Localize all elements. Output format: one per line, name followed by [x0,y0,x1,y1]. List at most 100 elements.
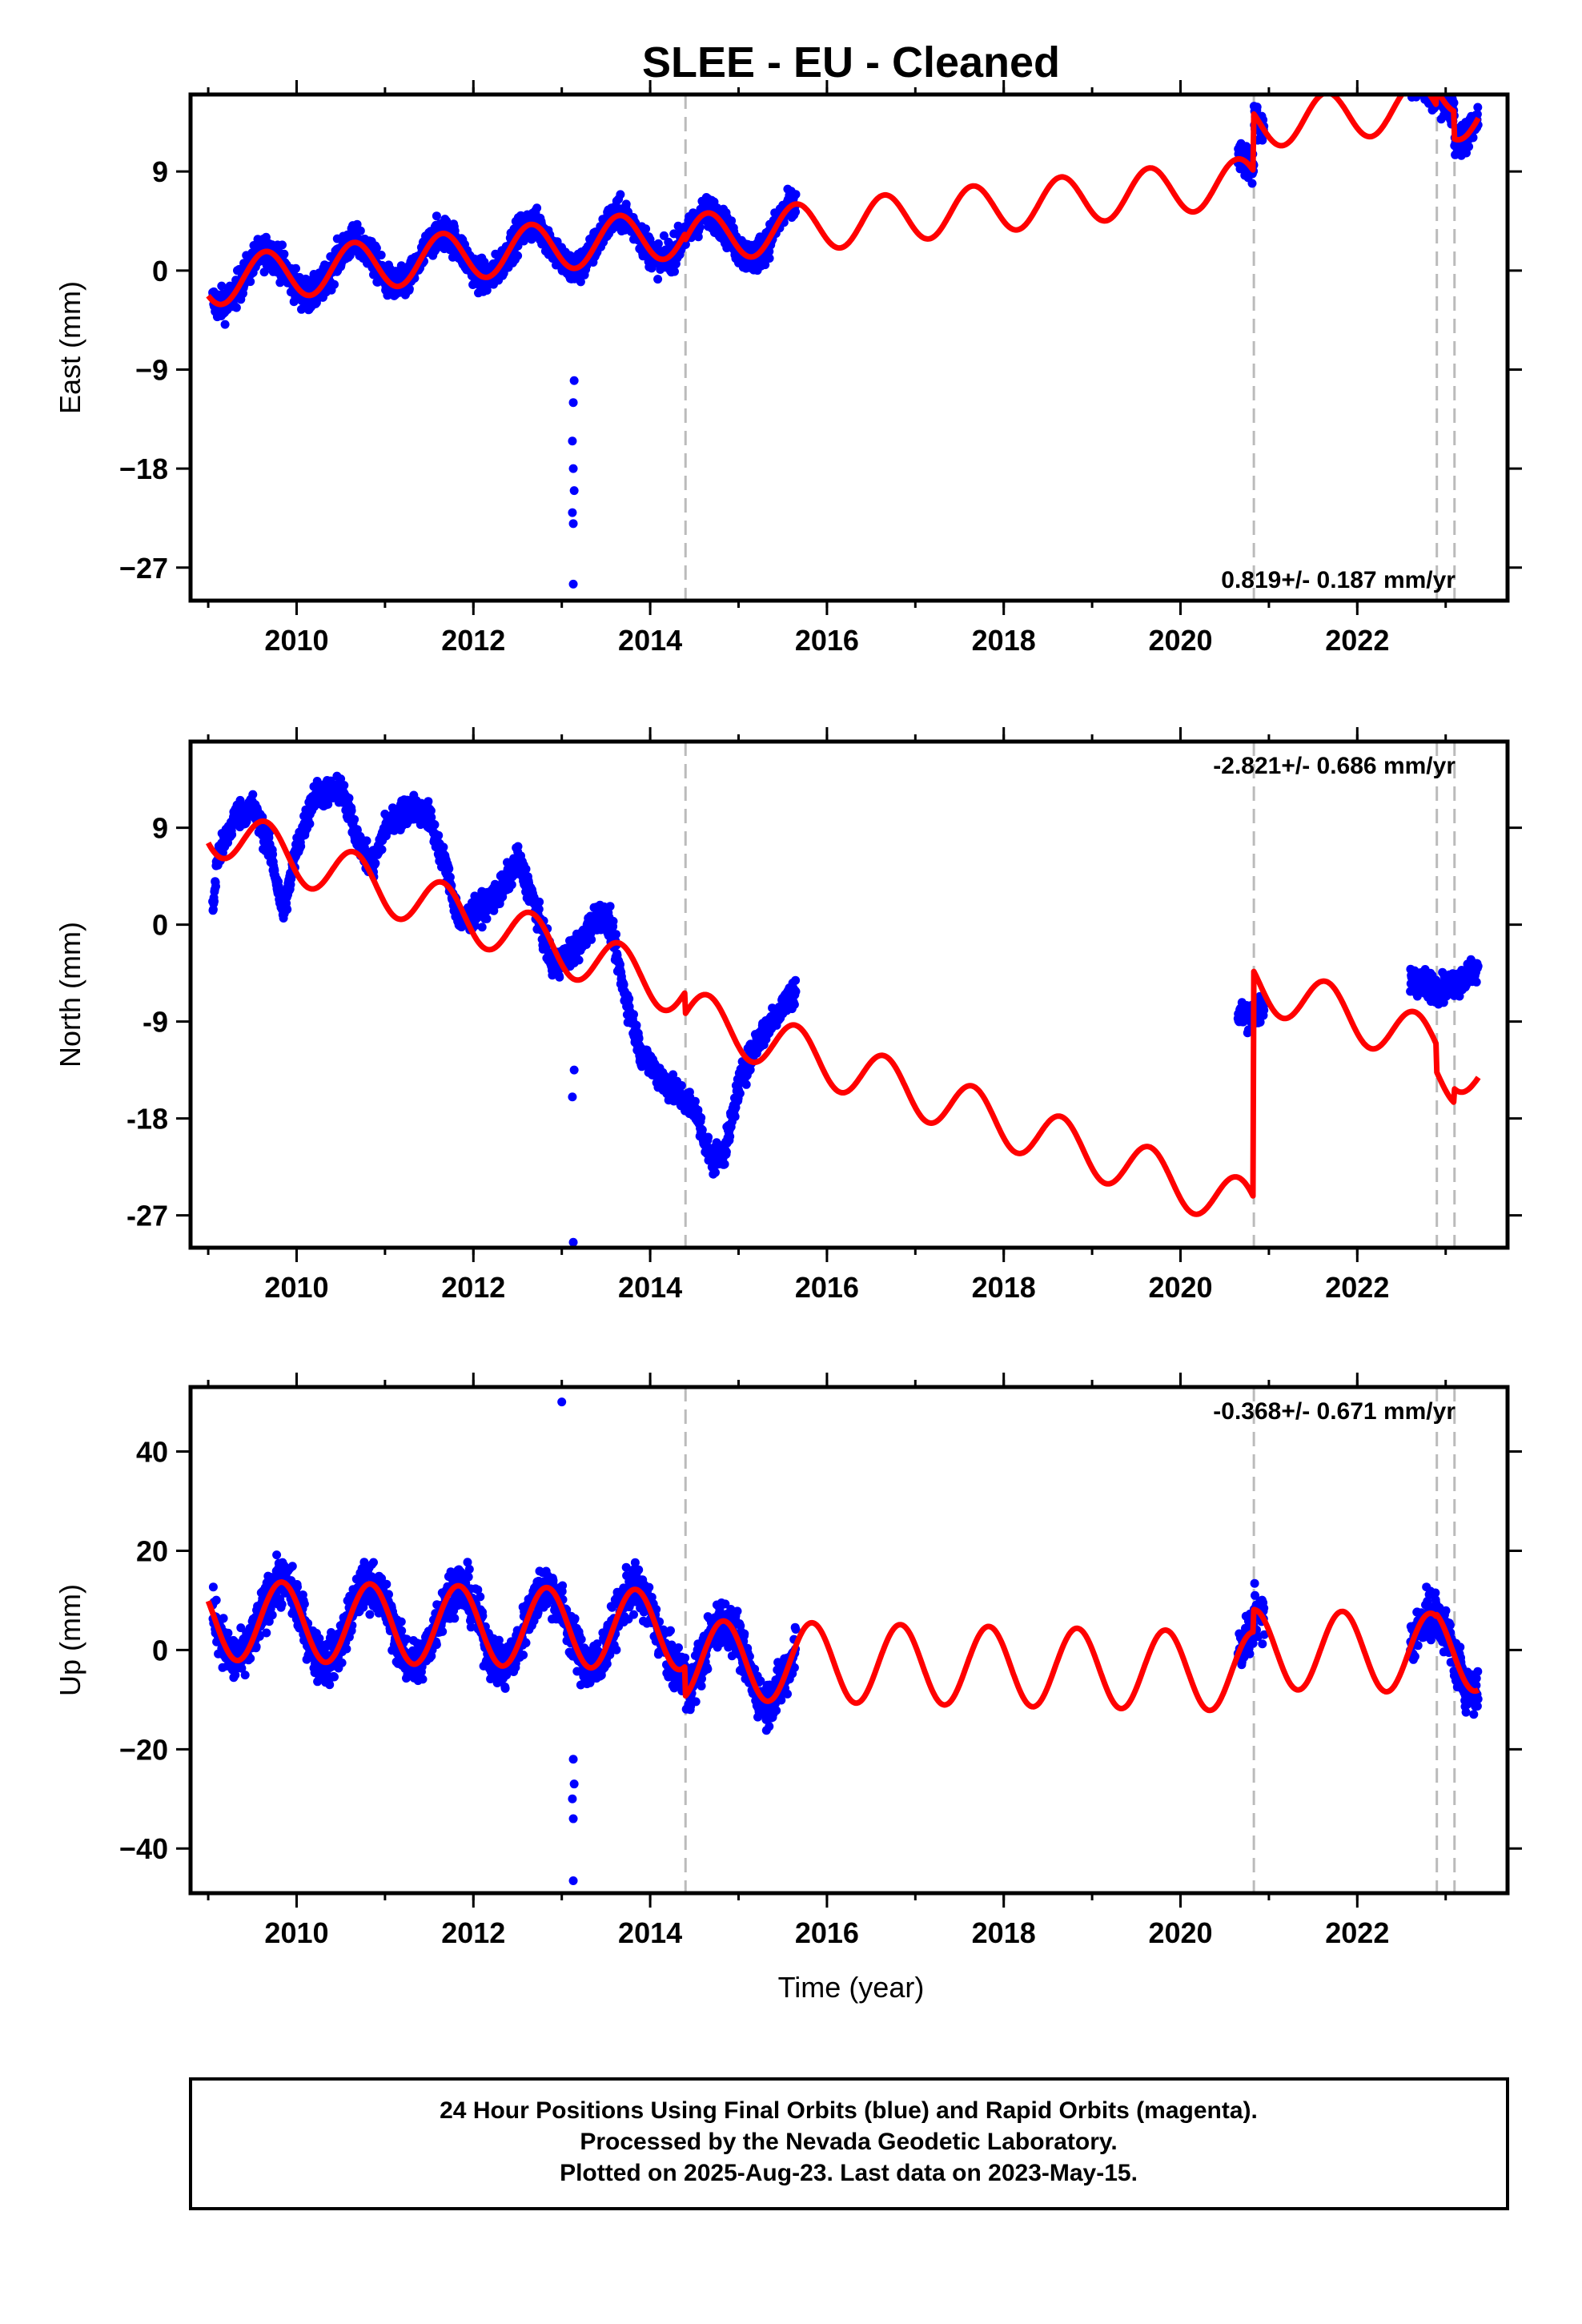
data-point [697,1125,707,1135]
data-point [1415,77,1423,86]
north-panel: 2010 2012 2014 2016 2018 2020 2022-27-18-909No… [54,727,1522,1304]
data-point [262,1628,271,1638]
data-point [1415,72,1423,81]
data-point [791,190,801,199]
outlier-point [568,398,578,408]
data-point [248,790,258,799]
data-point [1415,62,1424,71]
data-point [231,1671,240,1680]
data-point [424,797,433,806]
data-point [1418,78,1427,86]
data-point [1417,82,1426,91]
data-point [1420,74,1429,82]
data-point [690,1096,700,1106]
data-point [725,1132,735,1141]
outlier-point [569,1065,579,1075]
data-point [439,842,448,852]
data-point [616,959,624,969]
data-point [1247,179,1257,188]
y-tick-label: -27 [126,1200,168,1232]
data-point [653,275,663,284]
velocity-rate-label: 0.819+/- 0.187 mm/yr [1221,567,1456,593]
data-point [1415,78,1423,86]
data-point [430,820,440,830]
data-point [323,799,333,809]
data-point [1413,74,1422,82]
data-point [315,1634,324,1643]
data-point [489,906,499,915]
plot-frame [188,739,1510,1250]
data-point [219,1614,228,1623]
data-point [404,284,414,294]
data-point [287,1562,297,1571]
data-point [535,897,544,907]
data-point [477,923,487,932]
data-point [445,872,455,882]
x-tick-label: 2010 [264,1271,328,1304]
data-point [1410,82,1419,90]
data-point [731,1103,741,1112]
data-point [1407,83,1415,92]
model-curve [206,94,1481,308]
east-panel: 2010 2012 2014 2016 2018 2020 2022−27−18−909Ea… [54,62,1522,657]
data-point [608,916,618,926]
data-point [210,897,219,906]
data-point [1419,81,1428,90]
data-point [1435,76,1444,85]
data-point [1243,1025,1253,1035]
data-point [1412,70,1421,79]
data-point [211,1595,221,1605]
data-point [1411,82,1419,90]
y-tick-label: -18 [126,1103,168,1136]
data-point [741,1080,751,1089]
x-tick-label: 2016 [795,1271,859,1304]
data-point [268,850,278,859]
data-point [1414,76,1423,85]
data-point [1428,82,1437,91]
x-tick-label: 2016 [795,624,859,657]
data-point [1407,73,1416,82]
x-tick-label: 2020 [1148,624,1212,657]
data-point [432,211,441,221]
data-point [1412,83,1421,92]
data-point [513,842,523,851]
data-point [1414,70,1423,78]
data-point [1417,83,1426,92]
data-point [1434,78,1443,87]
data-point [339,781,349,790]
data-point [371,858,380,868]
data-point [1468,133,1478,143]
data-point [727,216,737,226]
data-point [576,277,585,287]
x-tick-label: 2012 [441,1271,505,1304]
data-point [647,263,656,273]
data-point [632,1020,641,1030]
data-point [574,955,584,965]
outlier-point [568,579,578,589]
data-point [765,254,774,263]
data-point [659,231,669,240]
data-point [444,864,454,874]
data-point [355,226,365,235]
data-points [208,771,1483,1247]
x-tick-label: 2022 [1325,1271,1389,1304]
x-tick-label: 2018 [972,1271,1036,1304]
data-point [1410,82,1419,91]
data-point [1252,103,1262,112]
data-point [246,277,255,287]
data-point [521,864,531,874]
data-point [277,1599,287,1609]
data-point [240,1671,250,1680]
data-point [730,1112,740,1121]
data-point [1426,85,1435,94]
data-point [1426,85,1435,94]
velocity-rate-label: -2.821+/- 0.686 mm/yr [1213,753,1456,779]
data-point [337,1658,347,1667]
outlier-point [568,436,577,446]
up-panel: 2010 2012 2014 2016 2018 2020 2022−40−2002040U… [54,1373,1522,1949]
data-point [272,1550,282,1560]
y-tick-label: -9 [143,1006,168,1039]
y-axis-label: East (mm) [54,281,86,414]
data-point [279,249,289,259]
data-point [330,1672,339,1682]
